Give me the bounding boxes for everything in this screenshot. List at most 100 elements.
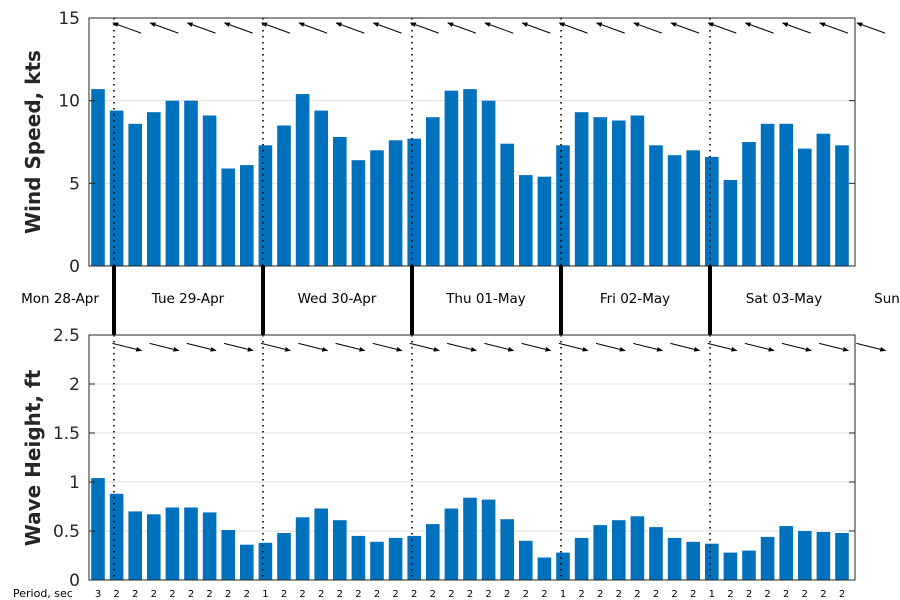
wind-bar [798, 148, 812, 266]
wave-direction-arrow [595, 342, 626, 352]
wind-bar [91, 89, 105, 266]
wind-bar [667, 155, 682, 266]
wind-bar [630, 115, 645, 266]
wave-bar [816, 532, 831, 580]
wind-bar [723, 180, 738, 266]
wave-bar [351, 535, 366, 580]
wind-direction-arrow [186, 22, 216, 34]
wave-bar [202, 512, 217, 580]
period-value: 2 [653, 589, 659, 600]
wind-bars [91, 89, 849, 266]
wave-gridlines [89, 383, 855, 532]
period-value: 2 [820, 589, 826, 600]
wind-bar [240, 165, 254, 266]
wave-direction-arrow [558, 342, 589, 352]
wave-direction-arrows [112, 342, 887, 352]
wave-y-tick-label: 1 [69, 473, 80, 493]
day-label: Tue 29-Apr [151, 291, 225, 307]
period-value: 2 [764, 589, 770, 600]
period-value: 2 [151, 589, 157, 600]
wind-speed-chart: 0 5 10 15 Wind Speed, kts [21, 9, 886, 277]
wave-bar [426, 524, 440, 580]
wave-bar [444, 508, 459, 580]
day-label: Mon 28-Apr [21, 291, 99, 307]
wind-bar [779, 123, 793, 266]
wind-bar [444, 90, 459, 266]
period-value: 2 [299, 589, 305, 600]
period-value: 2 [169, 589, 175, 600]
wind-direction-arrow [409, 22, 439, 34]
wave-bar [742, 550, 756, 580]
period-value: 2 [430, 589, 436, 600]
wind-direction-arrow [521, 22, 551, 34]
wave-y-tick-label: 1.5 [53, 424, 80, 444]
period-value: 2 [225, 589, 231, 600]
wind-direction-arrow [633, 22, 663, 34]
wave-direction-arrow [149, 342, 180, 352]
wave-direction-arrow [744, 342, 775, 352]
wave-bar [91, 478, 105, 580]
period-value: 3 [95, 589, 101, 600]
wind-bar [109, 110, 124, 266]
wave-bar [649, 527, 663, 580]
wave-direction-arrow [633, 342, 663, 352]
wind-axes-frame [88, 17, 856, 267]
wind-bar [481, 100, 496, 266]
wind-direction-arrow [261, 22, 291, 34]
wave-bar [221, 530, 235, 580]
period-label: Period, sec [13, 587, 73, 600]
wind-bar [314, 110, 328, 266]
wind-y-ticks: 0 5 10 15 [58, 9, 855, 277]
period-value: 2 [411, 589, 417, 600]
wave-bars [91, 478, 849, 580]
wind-bar [835, 145, 849, 266]
wave-direction-arrow [112, 342, 143, 352]
wave-bar [798, 531, 812, 580]
wind-direction-arrow [372, 22, 402, 34]
wave-bar [258, 542, 273, 580]
wind-y-axis-title: Wind Speed, kts [21, 50, 45, 234]
wind-direction-arrow [112, 22, 142, 34]
wave-direction-arrow [223, 342, 254, 352]
wind-bar [202, 115, 217, 266]
wave-bar [277, 533, 291, 580]
wave-direction-arrow [335, 342, 366, 352]
period-value: 2 [690, 589, 696, 600]
wind-bar [147, 112, 161, 266]
wind-direction-arrow [447, 22, 477, 34]
period-value: 2 [467, 589, 473, 600]
wave-y-axis-title: Wave Height, ft [21, 369, 45, 546]
wind-y-tick-label: 10 [58, 92, 80, 112]
day-labels-row: Mon 28-Apr Tue 29-Apr Wed 30-Apr Thu 01-May… [21, 266, 900, 335]
wave-direction-arrow [781, 342, 812, 352]
wind-direction-arrow [335, 22, 365, 34]
wind-y-tick-label: 15 [58, 9, 80, 29]
wind-bar [333, 137, 347, 266]
period-value: 2 [746, 589, 752, 600]
wind-bar [221, 168, 235, 266]
wind-bar [388, 140, 403, 266]
wave-bar [314, 508, 328, 580]
wave-direction-arrow [447, 342, 477, 352]
period-value: 2 [281, 589, 287, 600]
wave-y-tick-label: 0 [69, 571, 80, 591]
period-value: 2 [188, 589, 194, 600]
wave-bar [612, 520, 626, 580]
period-value: 2 [597, 589, 603, 600]
period-value: 2 [318, 589, 324, 600]
wind-bar [556, 145, 570, 266]
wind-bar [165, 100, 180, 266]
wind-direction-arrow [149, 22, 179, 34]
wind-bar [295, 94, 310, 266]
wind-bar [370, 150, 384, 266]
period-value: 2 [374, 589, 380, 600]
day-label: Sat 03-May [746, 291, 822, 307]
wave-y-ticks: 0 0.5 1 1.5 2 2.5 [53, 326, 855, 591]
wave-bar [165, 507, 180, 580]
wind-y-tick-label: 5 [69, 174, 80, 194]
wind-bar [649, 145, 663, 266]
wind-y-tick-label: 0 [69, 257, 80, 277]
wave-bar [388, 537, 403, 580]
period-value: 2 [727, 589, 733, 600]
wind-direction-arrow [595, 22, 625, 34]
